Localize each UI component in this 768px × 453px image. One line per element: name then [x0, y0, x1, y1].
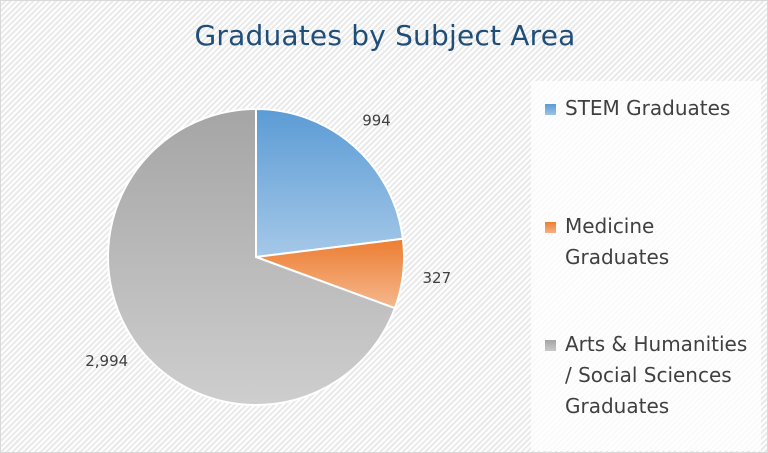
legend-item-medicine: Medicine Graduates — [545, 211, 755, 273]
legend-swatch-stem — [545, 104, 556, 115]
data-label-stem: 994 — [362, 112, 391, 130]
legend-swatch-medicine — [545, 222, 556, 233]
legend-item-stem: STEM Graduates — [545, 93, 755, 124]
legend-item-arts: Arts & Humanities / Social Sciences Grad… — [545, 329, 755, 422]
chart-title: Graduates by Subject Area — [194, 19, 576, 52]
legend-label-medicine: Medicine Graduates — [565, 214, 670, 269]
legend-label-arts: Arts & Humanities / Social Sciences Grad… — [565, 332, 748, 418]
legend: STEM Graduates Medicine Graduates Arts &… — [531, 81, 761, 451]
data-label-arts: 2,994 — [85, 352, 128, 370]
data-label-medicine: 327 — [422, 269, 451, 287]
legend-swatch-arts — [545, 340, 556, 351]
pie-slice-stem — [255, 107, 404, 259]
legend-label-stem: STEM Graduates — [565, 96, 731, 120]
pie-slice-arts — [107, 107, 397, 406]
